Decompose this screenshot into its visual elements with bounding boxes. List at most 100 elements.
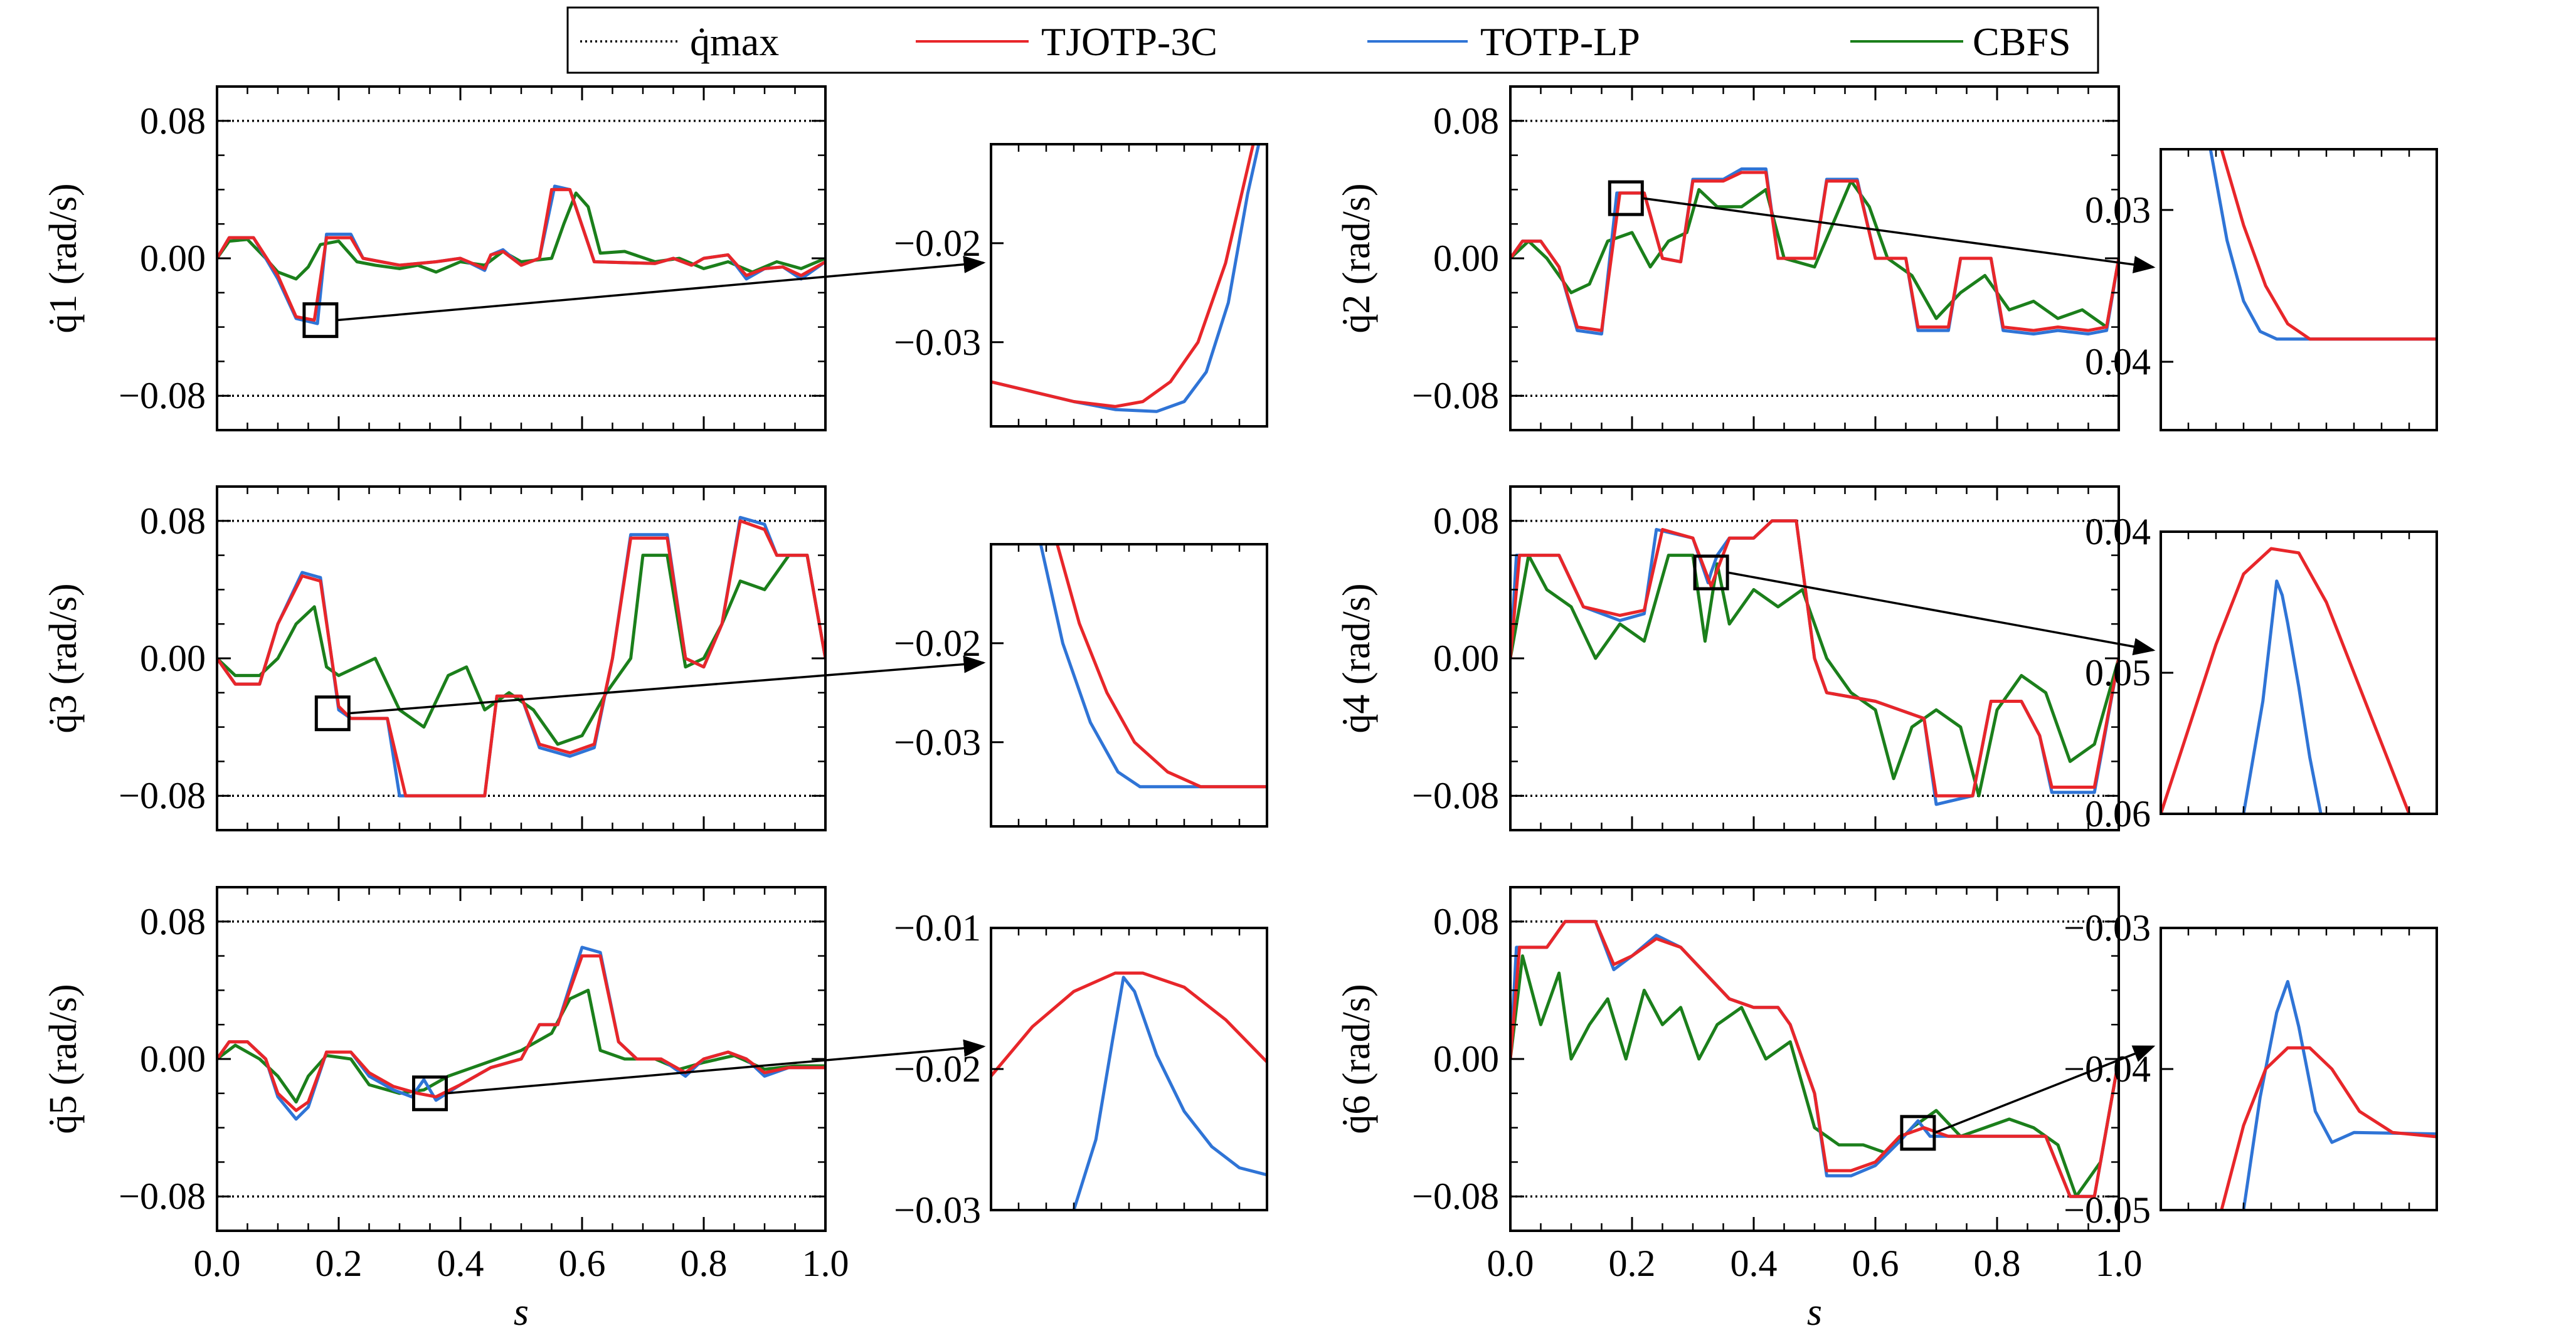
y-axis-label: q̇5 (rad/s) [42, 984, 85, 1134]
zoom-inset-4: 0.06 0.05 0.04 [2085, 511, 2438, 835]
legend-label-3: CBFS [1973, 19, 2071, 64]
series-group [217, 515, 825, 798]
x-tick-label: 0.0 [194, 1243, 241, 1284]
zoom-frame [2160, 148, 2438, 431]
zoom-y-tick-label: −0.03 [894, 1189, 981, 1231]
series-line-tjotp-3c [1510, 519, 2119, 798]
zoom-arrow-1 [336, 255, 986, 322]
x-axis-label: s [1807, 1291, 1822, 1334]
y-tick-label: −0.08 [1412, 1176, 1499, 1217]
x-tick-label: 0.8 [1974, 1243, 2021, 1284]
y-tick-label: 0.08 [1433, 500, 1499, 542]
zoom-inset-2: 0.04 0.03 [2085, 148, 2438, 431]
zoom-arrow-4 [1727, 571, 2156, 656]
x-tick-label: 0.2 [315, 1243, 363, 1284]
series-line-tjotp-3c [217, 187, 825, 322]
zoom-y-tick-label: −0.03 [2064, 907, 2151, 949]
x-tick-label: 0.4 [437, 1243, 484, 1284]
series-group [1510, 920, 2119, 1198]
zoom-insets: −0.02 −0.03 0.04 0.03 −0.02 −0.03 0.06 0.05 0.04… [894, 143, 2438, 1231]
series-line-tjotp-3c [1510, 920, 2119, 1198]
y-tick-label: 0.08 [1433, 100, 1499, 142]
x-axis-label: s [514, 1291, 529, 1334]
y-axis-label: q̇3 (rad/s) [42, 583, 85, 733]
zoom-arrow-2 [1642, 197, 2156, 273]
series-line-tjotp-3c [1510, 171, 2119, 332]
x-tick-label: 0.0 [1487, 1243, 1534, 1284]
panel-3: 0.08 0.00 −0.08 q̇3 (rad/s) [42, 485, 827, 831]
y-tick-label: 0.08 [140, 901, 206, 942]
zoom-series-line-tjotp-3c [2220, 1046, 2437, 1210]
y-tick-label: 0.00 [1433, 238, 1499, 279]
y-axis-label: q̇1 (rad/s) [42, 183, 85, 333]
x-tick-label: 0.4 [1731, 1243, 1778, 1284]
zoom-series-line-totp-lp [1072, 976, 1267, 1210]
series-line-tjotp-3c [217, 954, 825, 1112]
y-tick-label: 0.00 [140, 238, 206, 279]
zoom-inset-1: −0.02 −0.03 [894, 143, 1268, 428]
series-line-cbfs [1510, 954, 2119, 1198]
series-group [217, 184, 825, 325]
y-tick-label: 0.08 [140, 500, 206, 542]
legend-entry-1: TJOTP-3C [916, 19, 1217, 64]
y-tick-label: −0.08 [1412, 775, 1499, 816]
y-tick-label: −0.08 [1412, 375, 1499, 416]
zoom-series-line-tjotp-3c [2161, 547, 2411, 814]
series-line-cbfs [1510, 554, 2119, 798]
zoom-series-line-tjotp-3c [991, 144, 1255, 408]
zoom-series-group [991, 144, 1261, 413]
legend-entry-0: q̇max [580, 19, 779, 64]
series-group [1510, 167, 2119, 336]
y-tick-label: 0.00 [140, 638, 206, 679]
series-line-cbfs [1510, 179, 2119, 329]
zoom-y-tick-label: 0.04 [2085, 341, 2151, 382]
zoom-y-tick-label: −0.02 [894, 1048, 981, 1090]
zoom-series-line-tjotp-3c [1056, 544, 1267, 789]
legend-frame [566, 6, 2099, 74]
panel-frame [216, 485, 827, 831]
zoom-inset-5: −0.01 −0.02 −0.03 [894, 907, 1268, 1231]
legend: q̇max TJOTP-3C TOTP-LP CBFS [566, 6, 2099, 74]
zoom-series-group [2161, 547, 2411, 814]
zoom-y-tick-label: 0.05 [2085, 652, 2151, 693]
y-axis-label: q̇2 (rad/s) [1335, 183, 1378, 333]
legend-label-0: q̇max [690, 19, 779, 64]
zoom-series-line-totp-lp [2242, 579, 2323, 814]
zoom-y-tick-label: −0.01 [894, 907, 981, 949]
zoom-series-group [991, 971, 1267, 1210]
legend-label-2: TOTP-LP [1480, 19, 1640, 64]
zoom-y-tick-label: 0.06 [2085, 793, 2151, 835]
zoom-y-tick-label: −0.05 [2064, 1189, 2151, 1231]
zoom-series-line-tjotp-3c [2220, 149, 2437, 341]
series-line-totp-lp [1510, 920, 2119, 1198]
x-tick-label: 1.0 [802, 1243, 849, 1284]
panel-1: 0.08 0.00 −0.08 q̇1 (rad/s) [42, 85, 827, 431]
series-line-cbfs [217, 554, 825, 746]
panel-5: 0.08 0.00 −0.08 0.0 0.2 0.4 0.6 0.8 1.0 s q̇5 (rad… [42, 886, 849, 1334]
zoom-series-line-totp-lp [991, 144, 1261, 413]
y-tick-label: −0.08 [119, 775, 206, 816]
zoom-frame [990, 927, 1268, 1211]
legend-entry-3: CBFS [1850, 19, 2071, 64]
zoom-y-tick-label: −0.03 [894, 322, 981, 363]
x-tick-label: 0.6 [1852, 1243, 1899, 1284]
zoom-arrow-3 [349, 655, 986, 715]
x-tick-label: 1.0 [2096, 1243, 2143, 1284]
y-tick-label: −0.08 [119, 375, 206, 416]
zoom-inset-6: −0.03 −0.04 −0.05 [2064, 907, 2438, 1231]
zoom-arrows [336, 197, 2156, 1134]
y-tick-label: 0.08 [1433, 901, 1499, 942]
zoom-frame [990, 143, 1268, 428]
zoom-arrow-5 [446, 1039, 986, 1095]
y-tick-label: 0.00 [140, 1038, 206, 1080]
x-tick-label: 0.8 [681, 1243, 728, 1284]
series-group [1510, 519, 2119, 806]
series-line-cbfs [217, 191, 825, 281]
series-line-cbfs [217, 988, 825, 1104]
zoom-highlight-box [302, 302, 339, 339]
panel-4: 0.08 0.00 −0.08 q̇4 (rad/s) [1335, 485, 2120, 831]
zoom-series-line-tjotp-3c [991, 971, 1267, 1077]
legend-label-1: TJOTP-3C [1041, 19, 1217, 64]
y-tick-label: 0.00 [1433, 638, 1499, 679]
